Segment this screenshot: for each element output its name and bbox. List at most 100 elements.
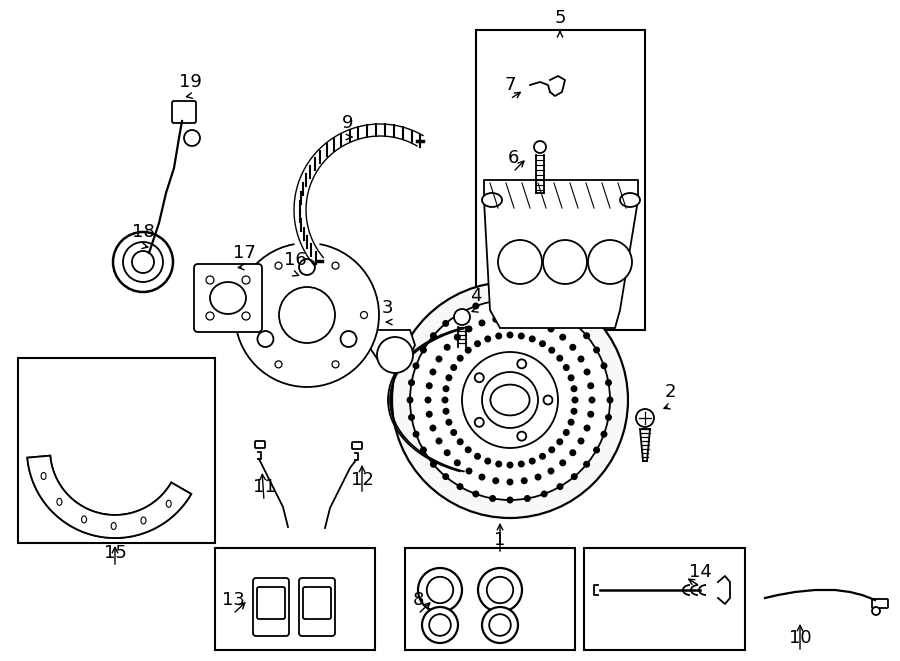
Circle shape [540, 341, 545, 346]
Circle shape [443, 321, 448, 326]
Circle shape [443, 408, 449, 414]
Ellipse shape [57, 498, 62, 505]
Circle shape [490, 299, 495, 304]
Circle shape [445, 450, 450, 455]
Circle shape [474, 341, 481, 346]
Circle shape [518, 360, 526, 368]
Circle shape [485, 336, 490, 342]
Circle shape [525, 496, 530, 501]
Circle shape [549, 348, 554, 353]
Circle shape [430, 369, 436, 375]
Circle shape [275, 361, 282, 368]
Text: 1: 1 [494, 531, 506, 549]
Bar [18, 358, 215, 543]
Circle shape [473, 303, 479, 309]
Circle shape [588, 383, 594, 389]
Circle shape [436, 356, 442, 362]
Circle shape [429, 614, 451, 636]
Circle shape [518, 333, 524, 339]
Circle shape [361, 311, 367, 319]
Ellipse shape [491, 385, 529, 415]
Circle shape [543, 240, 587, 284]
Circle shape [508, 497, 513, 503]
Circle shape [521, 478, 527, 484]
Circle shape [235, 243, 379, 387]
Circle shape [572, 474, 577, 479]
Circle shape [443, 386, 449, 391]
Circle shape [570, 344, 576, 350]
Circle shape [465, 348, 471, 353]
Circle shape [299, 259, 315, 275]
Circle shape [457, 439, 463, 445]
Circle shape [508, 462, 513, 468]
Ellipse shape [112, 522, 116, 529]
Polygon shape [368, 330, 415, 368]
Circle shape [548, 468, 554, 474]
Circle shape [606, 380, 611, 385]
Circle shape [544, 395, 553, 405]
Ellipse shape [166, 500, 171, 507]
Text: 4: 4 [470, 287, 482, 305]
Circle shape [584, 333, 590, 338]
Circle shape [474, 453, 481, 459]
Circle shape [275, 262, 282, 269]
Circle shape [436, 438, 442, 444]
Text: 10: 10 [788, 629, 811, 647]
Circle shape [418, 568, 462, 612]
Ellipse shape [141, 517, 146, 524]
Circle shape [482, 607, 518, 643]
Circle shape [413, 432, 418, 437]
Circle shape [560, 460, 565, 465]
Circle shape [443, 474, 448, 479]
Circle shape [540, 453, 545, 459]
Circle shape [466, 468, 472, 474]
Circle shape [557, 356, 562, 361]
Circle shape [496, 333, 501, 339]
Circle shape [392, 282, 628, 518]
Circle shape [584, 425, 590, 431]
Circle shape [479, 320, 485, 326]
FancyBboxPatch shape [872, 599, 888, 608]
Circle shape [498, 240, 542, 284]
Circle shape [508, 479, 513, 485]
Circle shape [132, 251, 154, 273]
Polygon shape [484, 180, 638, 328]
Circle shape [493, 478, 499, 484]
Text: 12: 12 [351, 471, 374, 489]
Circle shape [529, 336, 535, 342]
Bar [476, 30, 645, 330]
Circle shape [508, 297, 513, 303]
Ellipse shape [82, 516, 86, 523]
Circle shape [465, 447, 471, 453]
Circle shape [430, 333, 436, 338]
FancyBboxPatch shape [352, 442, 362, 449]
Circle shape [636, 409, 654, 427]
FancyBboxPatch shape [299, 578, 335, 636]
Ellipse shape [82, 516, 86, 523]
Text: 11: 11 [253, 478, 275, 496]
Circle shape [242, 276, 250, 284]
Circle shape [572, 397, 578, 403]
Circle shape [184, 130, 200, 146]
Wedge shape [294, 240, 320, 256]
Circle shape [542, 491, 547, 497]
Circle shape [446, 375, 452, 381]
Text: 5: 5 [554, 9, 566, 27]
Circle shape [578, 438, 584, 444]
FancyBboxPatch shape [255, 441, 265, 448]
Circle shape [542, 303, 547, 309]
Bar [584, 548, 745, 650]
Circle shape [518, 432, 526, 441]
Circle shape [479, 474, 485, 480]
Circle shape [601, 363, 607, 369]
Circle shape [113, 232, 173, 292]
Text: 9: 9 [342, 114, 354, 132]
Circle shape [242, 312, 250, 320]
Circle shape [490, 496, 495, 501]
Circle shape [409, 414, 414, 420]
Circle shape [430, 461, 436, 467]
Circle shape [572, 386, 577, 391]
Circle shape [420, 447, 427, 453]
Circle shape [475, 373, 484, 382]
Circle shape [413, 363, 418, 369]
